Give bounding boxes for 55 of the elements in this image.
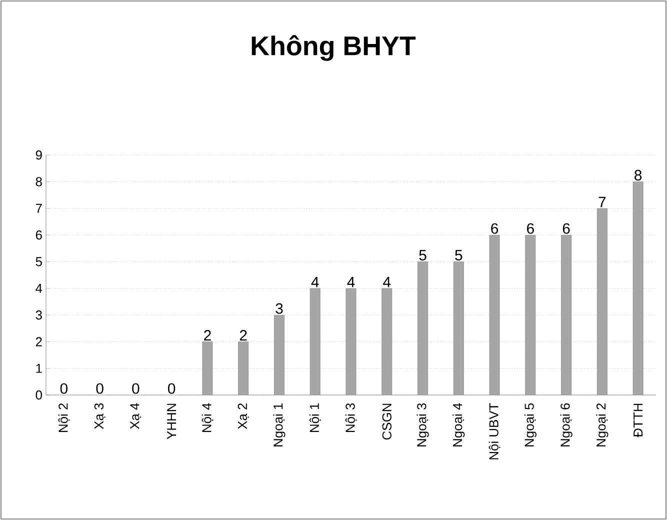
data-label: 0 [60, 383, 68, 394]
bar [238, 341, 249, 395]
x-tick-label: YHHN [167, 404, 176, 440]
y-tick-label: 8 [36, 177, 42, 186]
x-tick-label: Xạ 4 [130, 403, 142, 430]
y-tick-label: 7 [36, 204, 42, 213]
bar [632, 181, 644, 395]
y-tick-label: 6 [36, 230, 42, 240]
bar [274, 314, 284, 395]
data-label: 6 [562, 223, 570, 234]
x-tick-label: Xạ 2 [238, 403, 249, 430]
y-tick-label: 0 [36, 390, 42, 400]
data-label: 7 [598, 196, 606, 208]
x-tick-label: Ngoại 5 [524, 403, 536, 446]
x-tick-label: CSGN [382, 404, 392, 440]
y-tick-label: 5 [36, 257, 42, 266]
x-tick-label: Nội 2 [58, 403, 70, 432]
bar [310, 288, 320, 395]
x-tick-label: Ngoại 2 [596, 403, 608, 446]
data-label: 4 [383, 276, 391, 288]
bar [453, 261, 464, 395]
bar [561, 234, 572, 395]
data-label: 0 [96, 383, 104, 394]
x-tick-label: Nội 3 [345, 403, 357, 432]
data-label: 5 [419, 250, 426, 260]
data-label: 0 [132, 383, 140, 394]
bar [525, 234, 536, 395]
x-tick-label: Ngoại 6 [560, 403, 572, 446]
x-tick-label: Nội 4 [202, 403, 214, 432]
x-tick-label: Ngoại 1 [273, 403, 286, 446]
x-tick-label: Xạ 3 [94, 403, 106, 430]
y-tick-label: 3 [36, 310, 42, 320]
chart-title: Không BHYT [252, 35, 416, 61]
data-label: 0 [168, 383, 176, 394]
data-label: 8 [634, 170, 642, 180]
bar [418, 261, 428, 395]
data-label: 4 [311, 276, 319, 288]
data-label: 3 [276, 303, 283, 314]
data-label: 4 [347, 276, 355, 288]
y-tick-label: 1 [36, 364, 42, 373]
x-tick-label: Nội 1 [309, 403, 321, 432]
data-label: 5 [455, 250, 462, 260]
x-tick-label: ĐTTH [634, 404, 643, 438]
y-tick-label: 4 [36, 284, 42, 293]
x-tick-label: Ngoại 3 [416, 403, 429, 446]
y-tick-label: 9 [36, 150, 42, 160]
bar [596, 208, 608, 395]
bar [382, 288, 392, 395]
x-tick-label: Nội UBVT [488, 403, 500, 460]
data-label: 2 [204, 330, 211, 340]
x-tick-label: Ngoại 4 [452, 403, 465, 446]
y-tick-label: 2 [36, 337, 42, 346]
data-label: 6 [527, 223, 534, 234]
data-label: 6 [491, 223, 498, 234]
data-label: 2 [240, 330, 247, 340]
